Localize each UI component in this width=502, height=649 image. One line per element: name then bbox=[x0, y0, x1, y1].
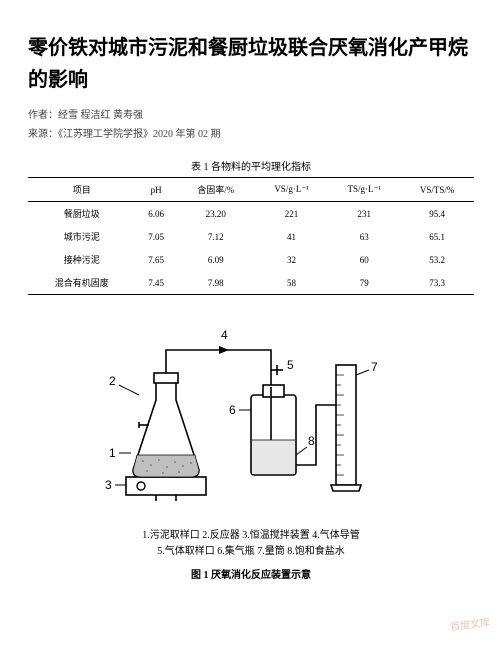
source-line: 来源：《江苏理工学院学报》2020 年第 02 期 bbox=[28, 125, 474, 140]
cell: 95.4 bbox=[400, 202, 474, 226]
label-8: 8 bbox=[308, 434, 315, 448]
cell: 65.1 bbox=[400, 225, 474, 248]
table-row: 混合有机固废 7.45 7.98 58 79 73.3 bbox=[28, 271, 474, 295]
apparatus-diagram: 1 2 3 4 5 6 7 8 bbox=[101, 315, 401, 515]
source-label: 来源： bbox=[28, 129, 58, 140]
cell: 53.2 bbox=[400, 248, 474, 271]
col-5: VS/TS/% bbox=[400, 178, 474, 202]
authors-label: 作者： bbox=[28, 110, 58, 121]
cell: 7.65 bbox=[136, 248, 177, 271]
cell: 混合有机固废 bbox=[28, 271, 136, 295]
cell: 63 bbox=[328, 225, 400, 248]
col-4: TS/g·L⁻¹ bbox=[328, 178, 400, 202]
cell: 7.45 bbox=[136, 271, 177, 295]
data-table: 项目 pH 含固率/% VS/g·L⁻¹ TS/g·L⁻¹ VS/TS/% 餐厨… bbox=[28, 177, 474, 295]
label-7: 7 bbox=[371, 360, 378, 374]
table-caption: 表 1 各物料的平均理化指标 bbox=[28, 158, 474, 173]
table-row: 接种污泥 7.65 6.09 32 60 53.2 bbox=[28, 248, 474, 271]
cell: 41 bbox=[255, 225, 329, 248]
cell: 餐厨垃圾 bbox=[28, 202, 136, 226]
cell: 73.3 bbox=[400, 271, 474, 295]
label-1: 1 bbox=[109, 446, 116, 460]
cell: 221 bbox=[255, 202, 329, 226]
cell: 231 bbox=[328, 202, 400, 226]
cell: 6.09 bbox=[177, 248, 255, 271]
authors-line: 作者：经雪 程洁红 黄寿强 bbox=[28, 106, 474, 121]
cell: 32 bbox=[255, 248, 329, 271]
label-4: 4 bbox=[221, 328, 228, 342]
cell: 79 bbox=[328, 271, 400, 295]
cell: 58 bbox=[255, 271, 329, 295]
table-row: 城市污泥 7.05 7.12 41 63 65.1 bbox=[28, 225, 474, 248]
cell: 60 bbox=[328, 248, 400, 271]
table-row: 餐厨垃圾 6.06 23.20 221 231 95.4 bbox=[28, 202, 474, 226]
authors-value: 经雪 程洁红 黄寿强 bbox=[58, 110, 143, 121]
label-5: 5 bbox=[287, 358, 294, 372]
source-value: 《江苏理工学院学报》2020 年第 02 期 bbox=[58, 129, 221, 140]
watermark: 百度文库 bbox=[449, 613, 491, 633]
cell: 7.12 bbox=[177, 225, 255, 248]
cell: 6.06 bbox=[136, 202, 177, 226]
figure-container: 1 2 3 4 5 6 7 8 1.污泥取样口 2.反应器 3.恒温搅拌装置 4… bbox=[28, 315, 474, 581]
figure-caption: 图 1 厌氧消化反应装置示意 bbox=[28, 566, 474, 581]
cell: 接种污泥 bbox=[28, 248, 136, 271]
label-2: 2 bbox=[109, 374, 116, 388]
legend-line-2: 5.气体取样口 6.集气瓶 7.量筒 8.饱和食盐水 bbox=[28, 544, 474, 560]
col-2: 含固率/% bbox=[177, 178, 255, 202]
paper-title: 零价铁对城市污泥和餐厨垃圾联合厌氧消化产甲烷的影响 bbox=[28, 32, 474, 96]
cell: 7.05 bbox=[136, 225, 177, 248]
table-header-row: 项目 pH 含固率/% VS/g·L⁻¹ TS/g·L⁻¹ VS/TS/% bbox=[28, 178, 474, 202]
label-3: 3 bbox=[105, 478, 112, 492]
col-3: VS/g·L⁻¹ bbox=[255, 178, 329, 202]
cell: 23.20 bbox=[177, 202, 255, 226]
legend-line-1: 1.污泥取样口 2.反应器 3.恒温搅拌装置 4.气体导管 bbox=[28, 528, 474, 544]
cell: 城市污泥 bbox=[28, 225, 136, 248]
col-0: 项目 bbox=[28, 178, 136, 202]
cell: 7.98 bbox=[177, 271, 255, 295]
col-1: pH bbox=[136, 178, 177, 202]
label-6: 6 bbox=[229, 403, 236, 417]
figure-legend: 1.污泥取样口 2.反应器 3.恒温搅拌装置 4.气体导管 5.气体取样口 6.… bbox=[28, 528, 474, 560]
